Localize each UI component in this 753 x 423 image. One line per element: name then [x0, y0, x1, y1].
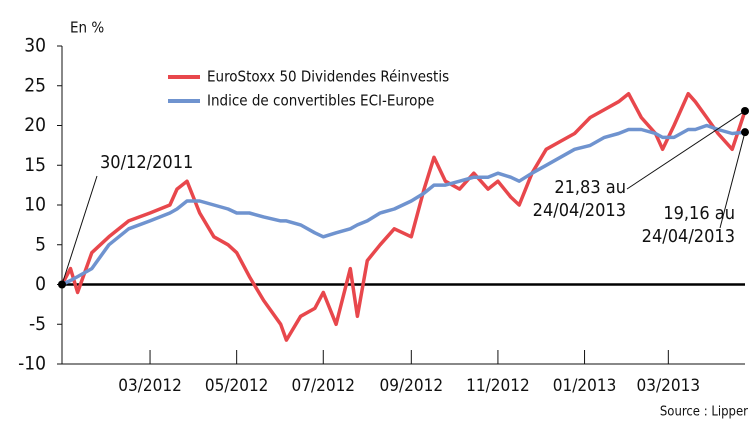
y-tick-label: 10 [24, 194, 46, 216]
x-tick-label: 03/2013 [637, 376, 701, 396]
annotation-text: 24/04/2013 [642, 226, 735, 247]
y-tick-label: 25 [24, 74, 46, 96]
end-point [58, 280, 66, 289]
x-tick-label: 05/2012 [205, 376, 269, 396]
legend-label: EuroStoxx 50 Dividendes Réinvestis [207, 68, 449, 86]
y-tick-label: 15 [24, 154, 46, 176]
x-tick-label: 01/2013 [553, 376, 617, 396]
y-tick-label: -5 [29, 313, 46, 335]
annotation-text: 21,83 au [554, 177, 626, 198]
annotation-text: 24/04/2013 [533, 200, 626, 221]
annotation-leader [61, 175, 98, 285]
x-tick-label: 11/2012 [466, 376, 530, 396]
y-tick-label: 30 [24, 35, 46, 57]
series-line [60, 91, 747, 342]
y-tick-label: 20 [24, 114, 46, 136]
annotation-text: 30/12/2011 [100, 152, 193, 173]
y-tick-label: -10 [18, 353, 46, 375]
end-point [741, 106, 749, 115]
source: Source : Lipper [660, 405, 748, 420]
annotation-text: 19,16 au [663, 203, 735, 224]
y-axis-label: En % [70, 19, 104, 37]
end-point [741, 128, 749, 137]
annotation-leader [626, 110, 746, 190]
annotation-leader [719, 132, 746, 229]
x-tick-label: 03/2012 [118, 376, 182, 396]
y-tick-label: 0 [35, 273, 46, 295]
x-tick-label: 07/2012 [292, 376, 356, 396]
legend-label: Indice de convertibles ECI-Europe [207, 92, 434, 110]
x-tick-label: 09/2012 [380, 376, 444, 396]
series-line [61, 123, 746, 287]
y-tick-label: 5 [35, 233, 46, 255]
